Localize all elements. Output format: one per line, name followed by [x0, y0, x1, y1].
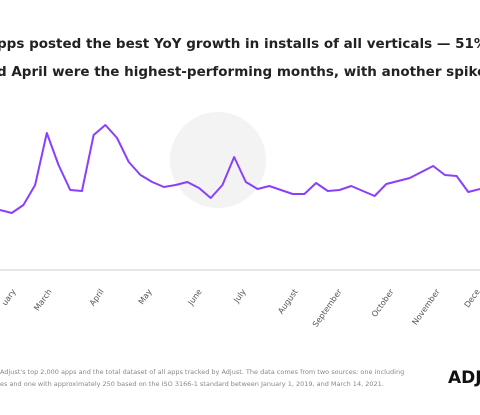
- chart-title: pps posted the best YoY growth in instal…: [0, 36, 480, 52]
- x-tick-label: uary: [0, 287, 18, 307]
- x-tick-label: November: [410, 287, 442, 327]
- x-tick-label: October: [370, 287, 396, 319]
- x-tick-label: May: [137, 287, 154, 306]
- footer-line: es and one with approximately 250 based …: [0, 380, 384, 388]
- x-tick-label: Dece: [463, 287, 480, 309]
- x-tick-label: March: [32, 287, 53, 312]
- x-tick-label: June: [186, 287, 204, 307]
- x-tick-label: April: [88, 287, 106, 307]
- line-series: [0, 124, 480, 214]
- watermark: [170, 112, 266, 208]
- x-tick-label: July: [231, 287, 247, 305]
- x-tick-label: August: [276, 287, 299, 315]
- chart-subtitle: d April were the highest-performing mont…: [0, 64, 480, 80]
- logo: ADJ: [448, 368, 480, 388]
- x-tick-label: September: [311, 287, 344, 329]
- footer-line: Adjust's top 2,000 apps and the total da…: [0, 368, 404, 376]
